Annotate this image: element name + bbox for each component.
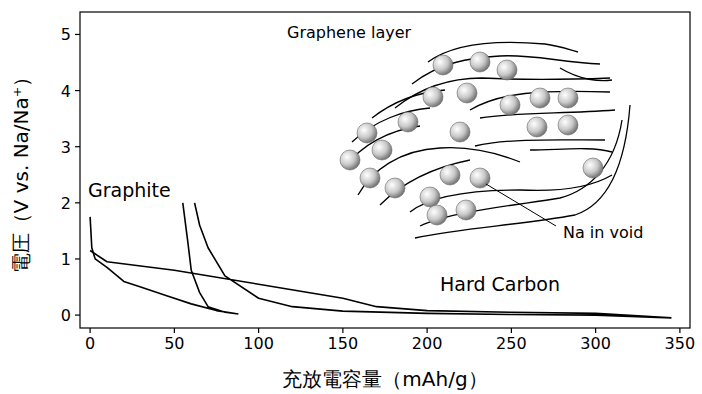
na-atom [360, 168, 380, 188]
annotation-halo: Na in void [563, 223, 643, 242]
graphene-layer [560, 68, 612, 81]
graphene-layer [415, 105, 630, 238]
annotation-halo: Graphene layer [287, 23, 412, 42]
na-atom [440, 165, 460, 185]
y-tick [75, 34, 80, 35]
na-atom [372, 140, 392, 160]
graphene-layer [352, 108, 615, 142]
na-atom [558, 115, 578, 135]
chart: 0 50 100 150 200 250 300 350 0 1 2 3 4 5 充放電容量（mAh/g） 電… [0, 0, 702, 394]
na-atom [340, 150, 360, 170]
x-tick [511, 328, 512, 333]
series-line [90, 203, 238, 314]
na-atom [357, 123, 377, 143]
x-tick-label: 0 [85, 334, 95, 353]
na-atom [527, 117, 547, 137]
series-label: Hard Carbon [440, 273, 560, 295]
annotation: Graphene layer [287, 23, 412, 42]
na-atom [385, 178, 405, 198]
x-tick-label: 150 [328, 334, 359, 353]
na-atom [470, 52, 490, 72]
na-atom [456, 200, 476, 220]
na-atom [457, 83, 477, 103]
y-tick-label: 0 [61, 306, 71, 325]
x-tick [174, 328, 175, 333]
x-tick [427, 328, 428, 333]
y-tick-label: 5 [61, 25, 71, 44]
x-tick [679, 328, 680, 333]
y-tick [75, 146, 80, 147]
x-tick-label: 300 [580, 334, 611, 353]
y-tick [75, 202, 80, 203]
na-atom [433, 55, 453, 75]
na-atom [558, 88, 578, 108]
x-tick-label: 50 [164, 334, 184, 353]
inset-diagram [340, 42, 630, 238]
leader-line [486, 184, 556, 226]
x-tick-label: 250 [496, 334, 527, 353]
y-tick-label: 1 [61, 250, 71, 269]
series-label: Graphite [88, 179, 171, 201]
x-axis-title: 充放電容量（mAh/g） [282, 367, 487, 391]
annotation: Na in void [563, 223, 643, 242]
na-atom [583, 158, 603, 178]
y-tick-label: 2 [61, 194, 71, 213]
graphene-layer [420, 120, 622, 226]
plot-frame [80, 12, 690, 328]
y-tick [75, 314, 80, 315]
x-tick [90, 328, 91, 333]
x-tick-label: 350 [665, 334, 696, 353]
na-atom [530, 88, 550, 108]
x-tick-label: 100 [243, 334, 274, 353]
na-atom [497, 60, 517, 80]
na-atom [450, 122, 470, 142]
y-tick-label: 4 [61, 82, 71, 101]
na-atom [423, 87, 443, 107]
x-tick-label: 200 [412, 334, 443, 353]
na-atom [427, 205, 447, 225]
na-atom [398, 112, 418, 132]
plot-lines [90, 203, 671, 318]
series-line [90, 203, 671, 318]
x-tick [342, 328, 343, 333]
x-tick [258, 328, 259, 333]
x-tick [595, 328, 596, 333]
y-tick [75, 258, 80, 259]
y-tick [75, 90, 80, 91]
na-atom [500, 95, 520, 115]
graphene-layer [380, 149, 612, 205]
na-atom [420, 187, 440, 207]
y-tick-label: 3 [61, 138, 71, 157]
y-axis-title: 電圧（V vs. Na/Na⁺） [9, 67, 33, 274]
